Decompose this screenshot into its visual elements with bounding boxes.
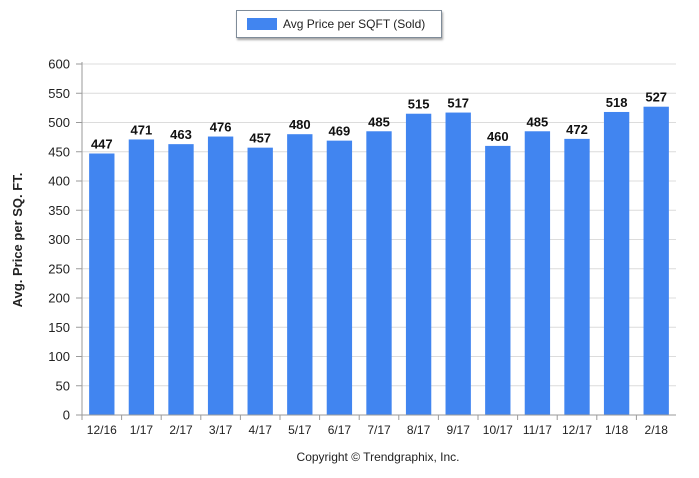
bar	[168, 144, 194, 415]
data-label: 518	[606, 95, 628, 110]
bar	[485, 145, 511, 415]
y-tick-label: 200	[48, 291, 70, 306]
x-tick-label: 12/16	[87, 423, 117, 437]
x-tick-label: 2/18	[645, 423, 669, 437]
bar	[445, 112, 471, 416]
x-tick-label: 1/18	[605, 423, 629, 437]
y-tick-label: 250	[48, 261, 70, 276]
data-label: 460	[487, 129, 509, 144]
y-tick-label: 600	[48, 57, 70, 72]
bar	[524, 131, 551, 415]
y-tick-label: 0	[63, 408, 70, 423]
bar	[287, 134, 313, 415]
y-tick-label: 500	[48, 115, 70, 130]
x-tick-label: 9/17	[447, 423, 471, 437]
y-tick-label: 300	[48, 232, 70, 247]
copyright-footer: Copyright © Trendgraphix, Inc.	[297, 450, 460, 464]
data-label: 476	[210, 120, 232, 135]
x-tick-label: 11/17	[523, 423, 552, 437]
data-label: 485	[527, 114, 549, 129]
legend-label: Avg Price per SQFT (Sold)	[283, 17, 426, 31]
x-tick-label: 7/17	[367, 423, 391, 437]
x-tick-label: 3/17	[209, 423, 233, 437]
data-label: 515	[408, 97, 430, 112]
x-tick-label: 2/17	[169, 423, 193, 437]
x-tick-label: 12/17	[562, 423, 592, 437]
y-tick-label: 550	[48, 86, 70, 101]
data-label: 469	[329, 124, 351, 139]
data-label: 517	[447, 96, 469, 111]
y-tick-label: 150	[48, 320, 70, 335]
y-axis-title: Avg. Price per SQ. FT.	[10, 173, 25, 308]
x-tick-label: 5/17	[288, 423, 312, 437]
x-tick-label: 1/17	[130, 423, 154, 437]
bar	[603, 111, 630, 415]
axes: 0 50 100 150 200 250 300 350 400 450 500 550 600 12/1…	[48, 57, 676, 437]
y-tick-label: 400	[48, 174, 70, 189]
x-tick-label: 8/17	[407, 423, 431, 437]
data-label: 447	[91, 137, 113, 152]
data-label: 457	[249, 131, 271, 146]
x-tick-label: 4/17	[249, 423, 273, 437]
data-labels: 447 471 463 476 457 480 469 485 515 517 460 485 472 5…	[91, 90, 667, 152]
x-tick-label: 6/17	[328, 423, 352, 437]
legend: Avg Price per SQFT (Sold)	[236, 10, 442, 38]
y-tick-label: 100	[48, 349, 70, 364]
data-label: 463	[170, 127, 192, 142]
data-label: 480	[289, 117, 311, 132]
data-label: 472	[566, 122, 588, 137]
data-label: 471	[131, 122, 153, 137]
bars	[89, 106, 669, 416]
y-tick-label: 350	[48, 203, 70, 218]
bar	[326, 140, 353, 415]
bar	[128, 139, 155, 415]
y-tick-label: 450	[48, 144, 70, 159]
bar	[564, 138, 590, 415]
legend-swatch	[247, 18, 277, 30]
data-label: 527	[645, 90, 667, 105]
bar	[405, 113, 432, 415]
bar	[247, 147, 273, 415]
bar	[366, 131, 392, 415]
bar	[207, 136, 234, 416]
bar	[643, 106, 669, 415]
bar	[89, 153, 115, 415]
data-label: 485	[368, 114, 390, 129]
y-tick-label: 50	[56, 378, 70, 393]
x-tick-label: 10/17	[483, 423, 513, 437]
